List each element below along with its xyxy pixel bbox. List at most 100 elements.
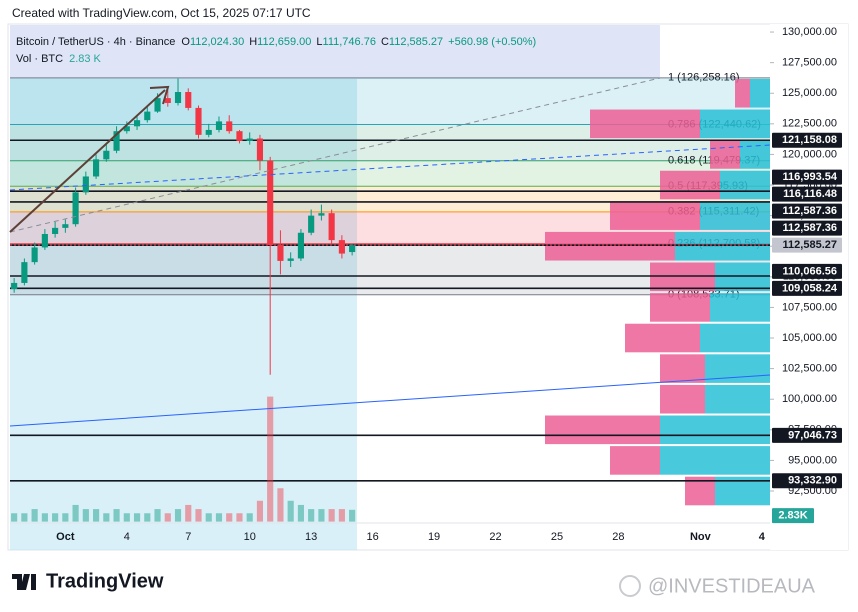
ohlc-label: O xyxy=(181,36,190,48)
logo-text: TradingView xyxy=(46,570,164,592)
volume-bar xyxy=(123,513,130,522)
candle-body xyxy=(308,215,315,233)
candle-body xyxy=(144,111,151,121)
volume-bar xyxy=(215,513,223,522)
watermark-icon xyxy=(619,575,641,597)
candle-body xyxy=(328,213,335,241)
ohlc-value: 112,659.00 xyxy=(257,36,311,48)
x-tick-label: 16 xyxy=(366,531,378,543)
candle-body xyxy=(174,92,182,104)
volume-legend: Vol · BTC 2.83 K xyxy=(16,53,102,65)
plot: 1 (126,258.16)0.786 (122,440.62)0.618 (1… xyxy=(10,72,770,522)
volume-bar xyxy=(72,504,79,522)
watermark-text: @INVESTIDEAUA xyxy=(648,575,816,597)
profile-up xyxy=(710,293,770,322)
profile-down xyxy=(660,170,720,200)
profile-up xyxy=(660,446,770,475)
candle-body xyxy=(297,232,304,259)
profile-down xyxy=(610,201,700,230)
candle-body xyxy=(164,98,171,104)
volume-bar xyxy=(195,509,202,522)
price-tag-label: 121,158.08 xyxy=(782,134,837,146)
trend-line xyxy=(9,144,771,191)
x-tick-label: 28 xyxy=(612,531,624,543)
volume-bar xyxy=(144,513,151,522)
candle-body xyxy=(277,245,284,261)
profile-up xyxy=(675,231,770,261)
profile-down xyxy=(650,262,715,292)
date-range xyxy=(10,79,357,550)
candle-body xyxy=(133,120,141,127)
profile-up xyxy=(700,109,770,139)
candle-body xyxy=(72,192,79,225)
axes: 92,500.0095,000.0097,500.00100,000.00102… xyxy=(56,26,842,543)
volume-value: 2.83 K xyxy=(69,53,101,65)
candle-body xyxy=(154,98,161,112)
y-tick-label: 120,000.00 xyxy=(782,148,837,160)
candle-body xyxy=(185,92,192,108)
y-tick-label: 125,000.00 xyxy=(782,87,837,99)
price-tag xyxy=(772,220,842,236)
logo: TradingView xyxy=(12,570,164,592)
candle-body xyxy=(52,227,59,234)
volume-bar xyxy=(277,488,284,522)
trend-line xyxy=(9,77,661,233)
legend: Bitcoin / TetherUS · 4h · Binance O112,02… xyxy=(16,36,536,65)
volume-bar xyxy=(328,509,335,522)
fib-label: 1 (126,258.16) xyxy=(668,72,740,84)
arrow-line xyxy=(9,89,166,233)
price-tag-label: 109,058.24 xyxy=(782,282,838,294)
candle-body xyxy=(195,107,202,135)
y-tick-label: 95,000.00 xyxy=(788,454,837,466)
ohlc-label: H xyxy=(249,36,257,48)
profile-up xyxy=(740,140,770,169)
ohlc-label: L xyxy=(316,36,322,48)
candle-body xyxy=(82,176,89,193)
y-tick-label: 105,000.00 xyxy=(782,332,837,344)
x-tick-label: 7 xyxy=(185,531,191,543)
volume-bar xyxy=(11,513,18,522)
volume-bar xyxy=(308,509,315,522)
logo-icon xyxy=(12,574,36,590)
volume-bar xyxy=(236,513,243,522)
x-tick-label: 4 xyxy=(759,531,766,543)
candle-body xyxy=(287,258,294,261)
candle-body xyxy=(113,131,120,151)
profile-up xyxy=(750,78,770,108)
x-tick-label: 25 xyxy=(551,531,563,543)
volume-bar xyxy=(338,509,345,522)
profile-down xyxy=(610,446,660,475)
ohlc-label: C xyxy=(381,36,389,48)
profile-down xyxy=(660,384,705,414)
volume-bar xyxy=(256,500,264,522)
candle-body xyxy=(338,240,345,254)
candle-body xyxy=(226,121,233,132)
volume-bar xyxy=(267,396,274,522)
volume-bar xyxy=(133,513,141,522)
volume-bar xyxy=(205,513,212,522)
price-tag xyxy=(772,186,842,202)
profile-up xyxy=(720,170,770,200)
x-tick-label: Oct xyxy=(56,531,75,543)
volume-bar xyxy=(154,509,161,522)
profile-up xyxy=(660,415,770,445)
volume-bar xyxy=(21,513,28,522)
price-tag-label: 112,585.27 xyxy=(783,239,837,251)
candle-body xyxy=(21,262,28,283)
profile-up xyxy=(705,384,770,414)
candle-body xyxy=(93,159,100,177)
profile-down xyxy=(545,415,660,445)
x-tick-label: Nov xyxy=(690,531,712,543)
y-tick-label: 127,500.00 xyxy=(782,57,837,69)
candle-body xyxy=(62,224,69,228)
arrow-head xyxy=(149,85,170,105)
watermark: @INVESTIDEAUA xyxy=(619,575,816,597)
profile-down xyxy=(590,109,700,139)
candle-body xyxy=(103,150,110,160)
ohlc-value: 112,585.27 xyxy=(389,36,443,48)
price-tag xyxy=(772,169,842,185)
y-tick-label: 102,500.00 xyxy=(782,363,837,375)
price-tag xyxy=(772,280,842,296)
price-tag-label: 97,046.73 xyxy=(788,429,837,441)
